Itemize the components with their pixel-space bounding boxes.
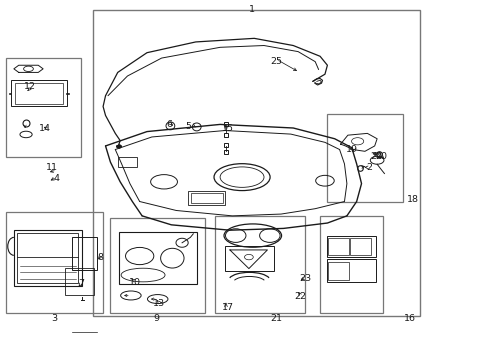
Text: 7: 7 (78, 279, 84, 288)
Polygon shape (117, 145, 122, 148)
Text: 11: 11 (46, 163, 58, 172)
Text: 12: 12 (24, 82, 36, 91)
Bar (11, 80, 67, 107)
Text: 22: 22 (294, 292, 306, 301)
Text: 19: 19 (345, 145, 357, 154)
Bar (224, 246, 273, 271)
Text: 20: 20 (374, 152, 386, 161)
Bar (327, 114, 402, 202)
Bar (118, 157, 137, 167)
Text: 23: 23 (299, 274, 311, 283)
Text: 2: 2 (365, 163, 371, 172)
Bar (188, 191, 224, 205)
Bar (328, 238, 348, 255)
Bar (93, 10, 419, 316)
Text: 10: 10 (128, 278, 141, 287)
Bar (215, 216, 305, 313)
Text: 4: 4 (54, 174, 60, 183)
Text: 24: 24 (369, 152, 382, 161)
Text: 6: 6 (165, 120, 172, 129)
Bar (5, 58, 81, 157)
Text: 18: 18 (406, 195, 418, 204)
Text: 25: 25 (270, 57, 282, 66)
Bar (320, 216, 383, 313)
Bar (17, 233, 78, 283)
Bar (65, 268, 94, 295)
Bar (15, 83, 62, 104)
Text: 8: 8 (98, 253, 103, 262)
Text: 15: 15 (221, 123, 233, 132)
Text: 5: 5 (185, 122, 191, 131)
Text: 16: 16 (404, 314, 415, 323)
Text: 9: 9 (153, 314, 160, 323)
Bar (119, 232, 196, 284)
Bar (326, 235, 375, 257)
Text: 3: 3 (51, 314, 57, 323)
Bar (190, 193, 222, 203)
Bar (5, 212, 103, 313)
Text: 14: 14 (39, 123, 50, 132)
Text: 17: 17 (221, 303, 233, 312)
Bar (326, 259, 375, 282)
Text: 21: 21 (270, 314, 282, 323)
Bar (328, 262, 348, 280)
Bar (349, 238, 370, 255)
Text: 1: 1 (248, 5, 254, 14)
Bar (110, 218, 205, 313)
Bar (14, 230, 82, 286)
Text: 13: 13 (153, 299, 165, 308)
Bar (72, 237, 97, 270)
